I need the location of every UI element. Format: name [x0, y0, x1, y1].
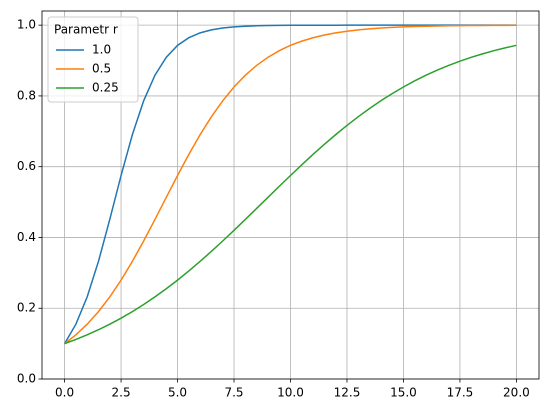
legend-label: 0.25	[92, 81, 119, 95]
legend-label: 0.5	[92, 62, 111, 76]
x-tick-label: 12.5	[334, 386, 361, 400]
x-tick-label: 2.5	[112, 386, 131, 400]
x-tick-label: 10.0	[277, 386, 304, 400]
x-tick-label: 15.0	[390, 386, 417, 400]
y-tick-label: 0.2	[17, 301, 36, 315]
y-tick-label: 0.8	[17, 88, 36, 102]
y-tick-label: 0.4	[17, 230, 36, 244]
line-series	[64, 24, 517, 345]
x-tick-label: 17.5	[447, 386, 474, 400]
legend-box	[47, 16, 139, 103]
legend-label: 1.0	[92, 43, 111, 57]
x-tick-label: 7.5	[224, 386, 243, 400]
y-tick-label: 0.6	[17, 159, 36, 173]
x-tick-label: 0.0	[55, 386, 74, 400]
x-tick-label: 20.0	[503, 386, 530, 400]
legend-title: Parametr r	[54, 23, 118, 37]
x-tick-label: 5.0	[168, 386, 187, 400]
axes-frame	[41, 10, 540, 380]
line-series	[63, 24, 517, 344]
line-series	[64, 44, 517, 345]
y-tick-label: 0.0	[17, 372, 36, 386]
y-tick-label: 1.0	[17, 18, 36, 32]
